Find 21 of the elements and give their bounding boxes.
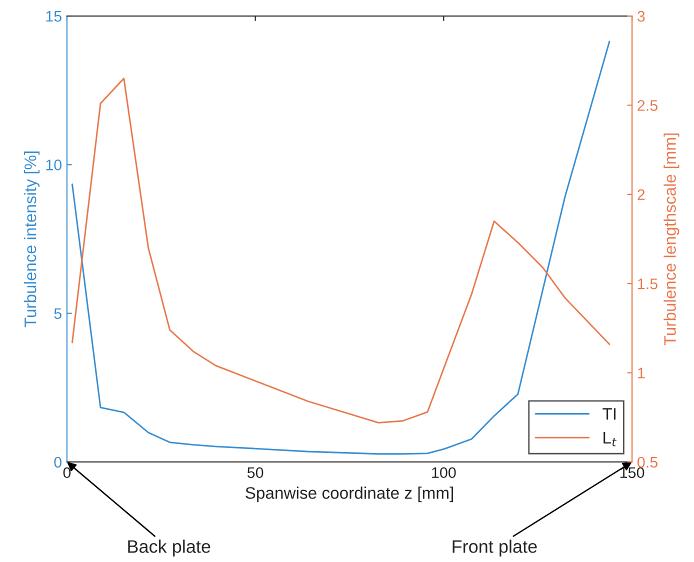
y2-tick-label: 1 (638, 368, 645, 378)
text: Back plate (128, 540, 210, 556)
x-tick-label: 100 (432, 467, 456, 478)
y-tick-label: 15 (46, 11, 62, 22)
y2-tick-label: 3 (637, 10, 645, 22)
x-tick-label: 150 (620, 467, 644, 478)
x-tick-label: 0 (63, 467, 71, 478)
y2-tick-label: 2.5 (638, 100, 658, 111)
x-tick-label: 50 (247, 467, 264, 478)
y-axis-title: Turbulence intensity [%] (24, 152, 40, 328)
text: Front plate (452, 540, 537, 556)
y-tick-label: 5 (54, 308, 62, 319)
y-tick-label: 0 (54, 456, 62, 468)
y-tick-label: 10 (46, 160, 62, 170)
legend-label: L$_{t}$ (604, 432, 617, 446)
y2-tick-label: 2 (638, 189, 645, 200)
y2-axis-title: Turbulence lengthscale [mm] (664, 133, 680, 346)
y2-tick-label: 1.5 (638, 278, 658, 290)
x-axis-title: Spanwise coordinate z [mm] (246, 486, 453, 502)
legend-label: TI (602, 408, 616, 420)
y2-tick-label: 0.5 (637, 456, 658, 468)
